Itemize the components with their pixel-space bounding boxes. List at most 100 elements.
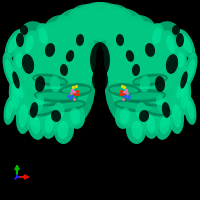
Ellipse shape (148, 23, 164, 49)
Ellipse shape (46, 99, 86, 113)
Ellipse shape (67, 103, 85, 129)
Ellipse shape (131, 121, 143, 139)
Ellipse shape (62, 86, 90, 94)
Ellipse shape (116, 102, 152, 110)
Ellipse shape (16, 21, 92, 131)
Point (123, 85, 126, 89)
Ellipse shape (48, 102, 84, 110)
Ellipse shape (172, 104, 181, 128)
Point (70, 88, 73, 91)
Ellipse shape (60, 64, 68, 76)
Point (125, 91, 128, 95)
Ellipse shape (16, 33, 24, 47)
Ellipse shape (173, 77, 187, 103)
Point (126, 97, 129, 100)
Ellipse shape (13, 77, 27, 103)
Ellipse shape (34, 76, 66, 84)
Ellipse shape (126, 50, 134, 62)
Ellipse shape (176, 33, 184, 47)
Ellipse shape (22, 54, 34, 74)
Ellipse shape (36, 23, 52, 49)
Point (120, 84, 123, 87)
Ellipse shape (15, 52, 23, 68)
Ellipse shape (66, 4, 102, 44)
Point (67, 94, 70, 97)
Ellipse shape (155, 76, 165, 92)
Ellipse shape (155, 108, 173, 140)
Ellipse shape (47, 71, 65, 97)
Ellipse shape (126, 116, 146, 144)
Ellipse shape (36, 92, 76, 100)
Ellipse shape (28, 103, 60, 117)
Ellipse shape (162, 102, 170, 118)
Ellipse shape (108, 21, 184, 131)
Point (122, 90, 125, 94)
Ellipse shape (40, 15, 80, 65)
Point (72, 90, 76, 94)
Ellipse shape (173, 48, 187, 72)
Ellipse shape (12, 38, 68, 122)
Point (71, 85, 75, 89)
Ellipse shape (120, 15, 160, 65)
Ellipse shape (8, 34, 19, 54)
Ellipse shape (60, 83, 92, 97)
Ellipse shape (22, 30, 38, 58)
Point (124, 94, 127, 98)
Ellipse shape (30, 106, 58, 114)
Ellipse shape (34, 94, 44, 114)
Ellipse shape (105, 52, 155, 128)
Ellipse shape (132, 64, 140, 76)
Ellipse shape (168, 98, 184, 134)
Ellipse shape (99, 8, 149, 64)
Ellipse shape (152, 28, 161, 44)
Ellipse shape (142, 106, 170, 114)
Ellipse shape (34, 89, 78, 103)
Ellipse shape (181, 34, 192, 54)
Ellipse shape (140, 103, 172, 117)
Ellipse shape (145, 43, 155, 57)
Ellipse shape (35, 76, 45, 92)
Point (122, 97, 125, 101)
Ellipse shape (177, 76, 191, 116)
Ellipse shape (177, 52, 185, 68)
Ellipse shape (66, 50, 74, 62)
Ellipse shape (14, 21, 58, 91)
Ellipse shape (140, 76, 150, 92)
Ellipse shape (90, 42, 110, 78)
Ellipse shape (152, 89, 168, 119)
Ellipse shape (30, 114, 40, 134)
Ellipse shape (78, 11, 122, 41)
Ellipse shape (57, 121, 69, 139)
Ellipse shape (32, 74, 68, 86)
Ellipse shape (181, 83, 189, 109)
Ellipse shape (142, 109, 158, 139)
Ellipse shape (45, 43, 55, 57)
Ellipse shape (162, 30, 178, 58)
Ellipse shape (5, 59, 14, 81)
Point (124, 88, 128, 91)
Ellipse shape (6, 100, 13, 120)
Ellipse shape (50, 76, 60, 92)
Ellipse shape (108, 83, 140, 97)
Ellipse shape (32, 89, 48, 119)
Ellipse shape (134, 76, 166, 84)
Ellipse shape (27, 108, 45, 140)
Point (73, 92, 77, 96)
Point (74, 84, 77, 87)
Ellipse shape (51, 110, 61, 122)
Point (69, 91, 73, 95)
Ellipse shape (176, 81, 185, 99)
Ellipse shape (70, 108, 80, 124)
Ellipse shape (186, 59, 195, 81)
Ellipse shape (53, 102, 65, 118)
Ellipse shape (50, 98, 70, 122)
Ellipse shape (19, 104, 28, 128)
Ellipse shape (160, 114, 170, 134)
Ellipse shape (72, 2, 128, 38)
Ellipse shape (124, 92, 164, 100)
Ellipse shape (135, 102, 147, 118)
Ellipse shape (110, 86, 138, 94)
Ellipse shape (142, 21, 186, 91)
Point (73, 97, 76, 101)
Ellipse shape (135, 71, 153, 97)
